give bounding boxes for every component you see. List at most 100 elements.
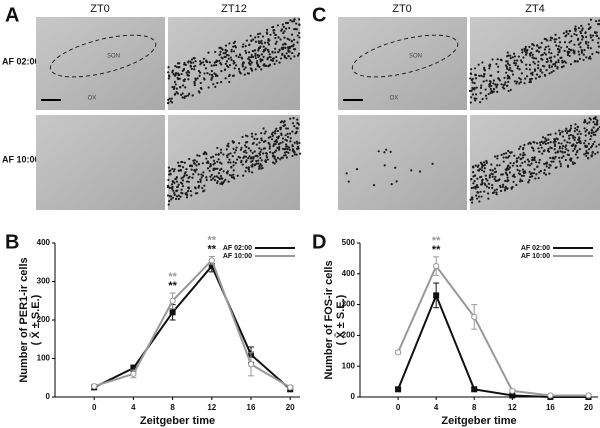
stained-cell <box>491 173 494 176</box>
stained-cell <box>259 60 262 63</box>
y-tick-label: 200 <box>342 331 356 340</box>
stained-cell <box>590 129 594 132</box>
stained-cell <box>287 151 290 154</box>
stained-cell <box>578 57 582 60</box>
stained-cell <box>243 144 247 147</box>
stained-cell <box>286 21 289 25</box>
stained-cell <box>249 149 252 152</box>
stained-cell <box>191 176 194 179</box>
stained-cell <box>519 145 522 148</box>
stained-cell <box>512 61 516 65</box>
stained-cell <box>260 53 264 56</box>
stained-cell <box>561 130 564 133</box>
stained-cell <box>573 162 576 165</box>
stained-cell <box>471 198 474 201</box>
stained-cell <box>214 73 217 76</box>
stained-cell <box>572 149 575 152</box>
stained-cell <box>535 173 538 176</box>
stained-cell <box>557 59 560 62</box>
stained-cell <box>526 48 529 52</box>
stained-cell <box>546 60 549 63</box>
region-label: OX <box>390 95 399 101</box>
stained-cell <box>196 154 199 157</box>
stained-cell <box>236 174 239 177</box>
stained-cell <box>187 180 190 183</box>
column-label: ZT0 <box>90 3 110 15</box>
stained-cell <box>494 179 497 182</box>
stained-cell <box>519 59 523 62</box>
stained-cell <box>284 21 287 25</box>
stained-cell <box>193 57 196 60</box>
stained-cell <box>181 184 185 188</box>
stained-cell <box>244 155 248 158</box>
stained-cell <box>515 82 518 85</box>
stained-cell <box>288 38 291 41</box>
y-axis-note: ( X̄ ± S.E.) <box>335 294 347 345</box>
x-axis-label: Zeitgeber time <box>441 415 516 427</box>
stained-cell <box>296 142 299 145</box>
stained-cell <box>183 95 186 98</box>
stained-cell <box>167 74 171 77</box>
stained-cell <box>491 186 494 190</box>
stained-cell <box>177 194 180 197</box>
stained-cell <box>556 151 559 154</box>
stained-cell <box>259 150 262 153</box>
stained-cell <box>244 66 247 69</box>
stained-cell <box>573 43 576 46</box>
stained-cell <box>238 156 242 159</box>
stained-cell <box>554 155 557 158</box>
stained-cell <box>564 158 567 162</box>
stained-cell <box>256 33 260 36</box>
stained-cell <box>541 71 544 74</box>
stained-cell <box>539 169 543 173</box>
stained-cell <box>561 135 565 138</box>
stained-cell <box>210 64 213 67</box>
stained-cell <box>253 137 256 140</box>
stained-cell <box>237 56 240 59</box>
stained-cell <box>184 63 187 66</box>
stained-cell <box>478 74 481 77</box>
stained-cell <box>471 166 475 169</box>
stained-cell <box>566 130 570 133</box>
stained-cell <box>498 164 501 167</box>
stained-cell <box>232 45 235 48</box>
stained-cell <box>205 178 208 182</box>
stained-cell <box>167 166 170 169</box>
stained-cell <box>522 154 525 157</box>
stained-cell <box>201 162 204 165</box>
region-label: SON <box>409 54 422 60</box>
stained-cell <box>590 145 594 148</box>
stained-cell <box>248 62 251 65</box>
stained-cell <box>266 28 269 31</box>
stained-cell <box>570 35 573 38</box>
stained-cell <box>560 142 563 145</box>
stained-cell <box>544 142 547 145</box>
stained-cell <box>503 189 507 192</box>
stained-cell <box>297 52 301 55</box>
stained-cell <box>585 35 588 39</box>
stained-cell <box>589 36 593 39</box>
stained-cell <box>297 123 300 126</box>
stained-cell <box>537 50 541 53</box>
stained-cell <box>565 127 568 130</box>
stained-cell <box>250 39 253 43</box>
stained-cell <box>471 86 474 90</box>
stained-cell <box>206 167 210 170</box>
stained-cell <box>568 29 571 33</box>
stained-cell <box>227 54 230 57</box>
stained-cell <box>202 171 205 174</box>
stained-cell <box>590 134 593 138</box>
stained-cell <box>473 97 476 100</box>
stained-cell <box>533 141 536 144</box>
stained-cell <box>516 164 519 168</box>
stained-cell <box>273 62 276 66</box>
stained-cell <box>590 155 593 158</box>
stained-cell <box>280 47 283 50</box>
stained-cell <box>536 44 539 47</box>
stained-cell <box>515 160 518 163</box>
stained-cell <box>561 151 564 154</box>
stained-cell <box>521 161 524 165</box>
stained-cell <box>288 46 292 49</box>
stained-cell <box>568 141 571 144</box>
stained-cell <box>196 191 199 195</box>
